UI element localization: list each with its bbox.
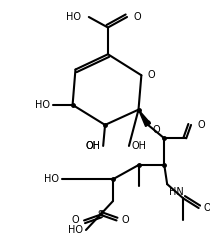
Text: HO: HO [35, 100, 50, 110]
Text: HO: HO [44, 174, 59, 184]
Text: O: O [72, 215, 79, 226]
Text: HO: HO [68, 225, 83, 235]
Text: OH: OH [85, 141, 100, 151]
Text: O: O [134, 12, 141, 22]
Text: O: O [147, 70, 155, 80]
Text: S: S [97, 210, 103, 220]
Text: O: O [153, 125, 160, 135]
Text: HO: HO [66, 12, 81, 22]
Text: O: O [121, 215, 129, 226]
Text: OH: OH [132, 141, 147, 151]
Text: OH: OH [85, 141, 100, 151]
Text: O: O [203, 203, 210, 213]
Text: HN: HN [169, 187, 184, 197]
Polygon shape [139, 110, 151, 126]
Text: O: O [198, 120, 205, 130]
